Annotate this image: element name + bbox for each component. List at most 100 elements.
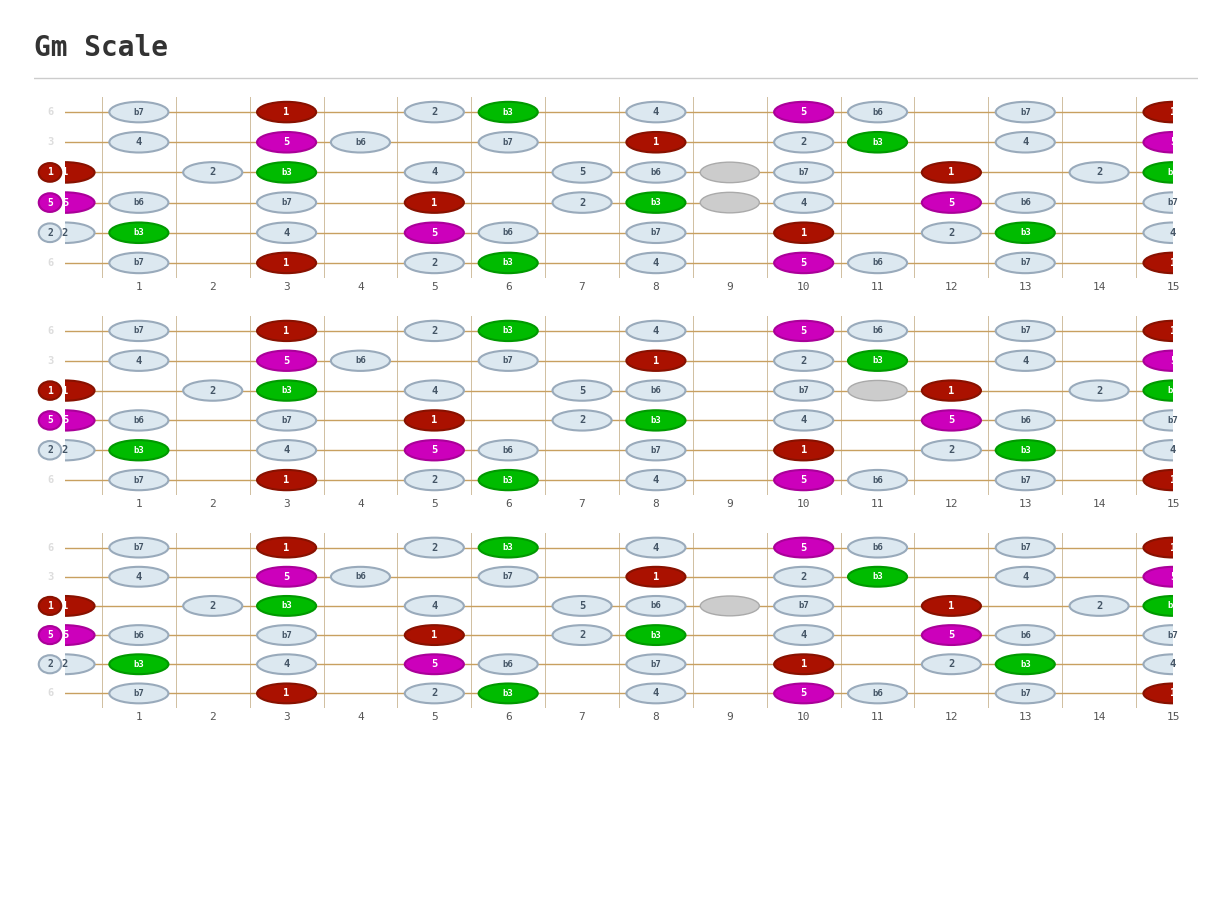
Ellipse shape bbox=[1143, 192, 1202, 213]
Text: 1: 1 bbox=[62, 601, 68, 611]
Ellipse shape bbox=[996, 440, 1055, 461]
Text: b3: b3 bbox=[503, 475, 514, 484]
Text: b7: b7 bbox=[650, 229, 661, 238]
Text: 1: 1 bbox=[47, 168, 53, 178]
Ellipse shape bbox=[110, 470, 169, 490]
Ellipse shape bbox=[1143, 132, 1202, 152]
Ellipse shape bbox=[405, 684, 464, 703]
Text: 2: 2 bbox=[210, 282, 216, 292]
Text: 1: 1 bbox=[62, 168, 68, 178]
Text: b3: b3 bbox=[134, 229, 145, 238]
Text: b7: b7 bbox=[1167, 630, 1178, 639]
Ellipse shape bbox=[257, 596, 316, 616]
Ellipse shape bbox=[774, 470, 833, 490]
Text: 4: 4 bbox=[432, 168, 438, 178]
Ellipse shape bbox=[183, 162, 242, 182]
Text: b6: b6 bbox=[872, 689, 883, 697]
Text: 5: 5 bbox=[948, 630, 954, 640]
Ellipse shape bbox=[405, 222, 464, 243]
Ellipse shape bbox=[257, 440, 316, 461]
Text: 4: 4 bbox=[652, 475, 658, 485]
Text: 4: 4 bbox=[136, 137, 142, 147]
Text: 6: 6 bbox=[47, 326, 53, 336]
Ellipse shape bbox=[626, 102, 685, 122]
Text: 2: 2 bbox=[432, 542, 438, 552]
Ellipse shape bbox=[1143, 102, 1202, 122]
Ellipse shape bbox=[701, 192, 760, 213]
Ellipse shape bbox=[110, 410, 169, 431]
Text: 3: 3 bbox=[283, 282, 289, 292]
Ellipse shape bbox=[774, 162, 833, 182]
Ellipse shape bbox=[848, 321, 907, 341]
Ellipse shape bbox=[701, 596, 760, 616]
Ellipse shape bbox=[921, 440, 980, 461]
Text: 1: 1 bbox=[135, 282, 142, 292]
Ellipse shape bbox=[39, 381, 62, 400]
Text: b7: b7 bbox=[134, 543, 145, 552]
Ellipse shape bbox=[39, 193, 62, 212]
Ellipse shape bbox=[479, 538, 538, 558]
Text: b7: b7 bbox=[1020, 543, 1031, 552]
Text: b6: b6 bbox=[355, 138, 365, 147]
Text: 7: 7 bbox=[579, 282, 585, 292]
Ellipse shape bbox=[626, 132, 685, 152]
Text: 5: 5 bbox=[47, 630, 53, 640]
Ellipse shape bbox=[257, 192, 316, 213]
Ellipse shape bbox=[1143, 351, 1202, 371]
Text: 2: 2 bbox=[948, 445, 954, 455]
Ellipse shape bbox=[257, 410, 316, 431]
Text: b3: b3 bbox=[281, 601, 292, 610]
Text: 3: 3 bbox=[47, 356, 53, 366]
Text: 2: 2 bbox=[62, 659, 68, 669]
Text: b6: b6 bbox=[872, 108, 883, 117]
Text: 1: 1 bbox=[1170, 688, 1176, 698]
Ellipse shape bbox=[257, 102, 316, 122]
Text: 5: 5 bbox=[62, 198, 68, 208]
Text: b3: b3 bbox=[503, 258, 514, 268]
Text: 5: 5 bbox=[948, 198, 954, 208]
Text: b3: b3 bbox=[134, 659, 145, 668]
Text: 1: 1 bbox=[283, 107, 289, 117]
Ellipse shape bbox=[479, 253, 538, 273]
Text: 12: 12 bbox=[944, 712, 958, 722]
Ellipse shape bbox=[35, 410, 94, 431]
Ellipse shape bbox=[626, 380, 685, 401]
Text: b6: b6 bbox=[134, 630, 145, 639]
Text: b6: b6 bbox=[134, 416, 145, 424]
Ellipse shape bbox=[405, 380, 464, 401]
Text: b7: b7 bbox=[1020, 327, 1031, 336]
Text: 5: 5 bbox=[283, 356, 289, 366]
Text: 1: 1 bbox=[948, 601, 954, 611]
Text: b6: b6 bbox=[134, 198, 145, 207]
Text: b3: b3 bbox=[650, 416, 661, 424]
Text: 5: 5 bbox=[47, 198, 53, 208]
Ellipse shape bbox=[774, 684, 833, 703]
Text: 4: 4 bbox=[1023, 571, 1029, 581]
Ellipse shape bbox=[405, 410, 464, 431]
Ellipse shape bbox=[996, 684, 1055, 703]
Text: 5: 5 bbox=[948, 415, 954, 425]
Text: 15: 15 bbox=[1166, 282, 1179, 292]
Ellipse shape bbox=[35, 596, 94, 616]
Text: Gm Scale: Gm Scale bbox=[34, 34, 168, 62]
Ellipse shape bbox=[996, 351, 1055, 371]
Text: 6: 6 bbox=[47, 258, 53, 268]
Text: 4: 4 bbox=[136, 571, 142, 581]
Ellipse shape bbox=[996, 625, 1055, 645]
Text: 1: 1 bbox=[801, 228, 807, 238]
Ellipse shape bbox=[921, 654, 980, 674]
Ellipse shape bbox=[35, 440, 94, 461]
Ellipse shape bbox=[626, 567, 685, 587]
Text: 2: 2 bbox=[1096, 385, 1102, 395]
Ellipse shape bbox=[1143, 321, 1202, 341]
Ellipse shape bbox=[183, 380, 242, 401]
Ellipse shape bbox=[626, 192, 685, 213]
Text: 1: 1 bbox=[948, 168, 954, 178]
Ellipse shape bbox=[39, 626, 62, 644]
Ellipse shape bbox=[848, 538, 907, 558]
Ellipse shape bbox=[479, 684, 538, 703]
Text: 4: 4 bbox=[1170, 445, 1176, 455]
Ellipse shape bbox=[257, 538, 316, 558]
Ellipse shape bbox=[39, 411, 62, 430]
Ellipse shape bbox=[257, 684, 316, 703]
